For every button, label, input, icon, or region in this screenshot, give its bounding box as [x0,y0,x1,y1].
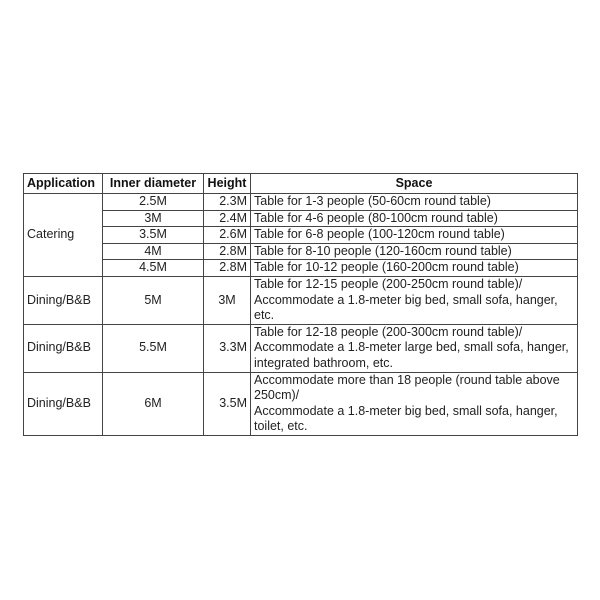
diameter-cell: 3M [102,209,204,228]
height-cell: 2.6M [203,226,251,244]
application-cell: Catering [23,193,103,277]
header-application: Application [23,173,103,194]
diameter-cell: 4M [102,242,204,261]
space-line: etc. [254,308,275,323]
header-space: Space [250,173,578,194]
space-line: Accommodate a 1.8-meter big bed, small s… [254,292,558,307]
header-inner-diameter: Inner diameter [102,173,204,194]
space-cell: Table for 12-15 people (200-250cm round … [250,275,578,325]
space-line: integrated bathroom, etc. [254,355,393,370]
application-cell: Dining/B&B [23,323,103,373]
height-cell: 2.8M [203,242,251,261]
table-row: Dining/B&B 5.5M 3.3M Table for 12-18 peo… [23,323,578,373]
table-row: 4M 2.8M Table for 8-10 people (120-160cm… [24,242,578,261]
diameter-cell: 6M [102,371,204,436]
table-row: 3.5M 2.6M Table for 6-8 people (100-120c… [24,226,578,244]
space-cell: Table for 12-18 people (200-300cm round … [250,323,578,373]
height-cell: 2.4M [203,209,251,228]
table-row: 3M 2.4M Table for 4-6 people (80-100cm r… [24,209,578,228]
space-cell: Table for 1-3 people (50-60cm round tabl… [250,193,578,211]
space-line: Table for 12-15 people (200-250cm round … [254,276,523,291]
height-cell: 2.8M [203,259,251,277]
space-cell: Table for 6-8 people (100-120cm round ta… [250,226,578,244]
header-row: Application Inner diameter Height Space [23,173,578,194]
diameter-cell: 2.5M [102,193,204,211]
specification-table: Application Inner diameter Height Space … [23,173,578,436]
space-cell: Table for 4-6 people (80-100cm round tab… [250,209,578,228]
application-cell: Dining/B&B [23,275,103,325]
space-line: Table for 12-18 people (200-300cm round … [254,324,523,339]
table-row: Dining/B&B 6M 3.5M Accommodate more than… [23,371,578,436]
header-height: Height [203,173,251,194]
space-line: Accommodate more than 18 people (round t… [254,372,560,387]
space-line: Accommodate a 1.8-meter big bed, small s… [254,403,558,418]
height-cell: 3.3M [203,323,251,373]
diameter-cell: 5M [102,275,204,325]
space-line: 250cm)/ [254,388,300,403]
space-line: toilet, etc. [254,419,308,434]
space-cell: Table for 8-10 people (120-160cm round t… [250,242,578,261]
table-row: Dining/B&B 5M 3M Table for 12-15 people … [23,275,578,325]
table-row: 4.5M 2.8M Table for 10-12 people (160-20… [24,259,578,277]
height-cell: 3M [203,275,251,325]
diameter-cell: 4.5M [102,259,204,277]
space-cell: Accommodate more than 18 people (round t… [250,371,578,436]
space-line: Accommodate a 1.8-meter large bed, small… [254,340,569,355]
diameter-cell: 5.5M [102,323,204,373]
space-cell: Table for 10-12 people (160-200cm round … [250,259,578,277]
height-cell: 3.5M [203,371,251,436]
application-cell: Dining/B&B [23,371,103,436]
diameter-cell: 3.5M [102,226,204,244]
table-row: Catering 2.5M 2.3M Table for 1-3 people … [23,193,578,277]
height-cell: 2.3M [203,193,251,211]
